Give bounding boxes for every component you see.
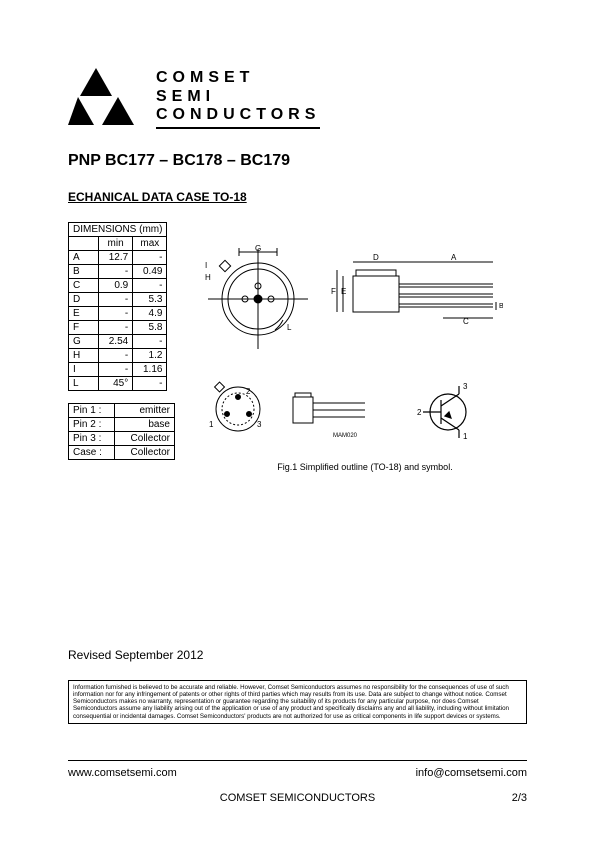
svg-text:E: E	[341, 287, 346, 296]
footer-email: info@comsetsemi.com	[416, 767, 527, 779]
svg-text:I: I	[205, 261, 207, 270]
svg-text:A: A	[451, 253, 457, 262]
disclaimer: Information furnished is believed to be …	[68, 680, 527, 724]
brand-line-2: SEMI	[156, 88, 320, 106]
svg-text:D: D	[373, 253, 379, 262]
svg-text:B: B	[499, 303, 503, 310]
svg-text:G: G	[255, 244, 261, 253]
col-max: max	[133, 237, 167, 251]
pinout-symbol-icon: 2 1 3 MAM020	[203, 379, 503, 449]
table-row: L45°-	[69, 377, 167, 391]
table-row: D-5.3	[69, 293, 167, 307]
dimensions-header: DIMENSIONS (mm)	[69, 223, 167, 237]
table-row: G2.54-	[69, 335, 167, 349]
table-row: B-0.49	[69, 265, 167, 279]
col-min: min	[99, 237, 133, 251]
svg-text:3: 3	[463, 382, 468, 391]
footer-url: www.comsetsemi.com	[68, 767, 177, 779]
table-row: Pin 3 :Collector	[69, 432, 175, 446]
svg-text:3: 3	[257, 420, 262, 429]
table-row: Case :Collector	[69, 446, 175, 460]
svg-text:F: F	[331, 287, 336, 296]
header: COMSET SEMI CONDUCTORS	[68, 68, 527, 130]
svg-text:C: C	[463, 317, 469, 326]
page-number: 2/3	[512, 792, 527, 804]
pins-table: Pin 1 :emitterPin 2 :basePin 3 :Collecto…	[68, 403, 175, 460]
svg-text:L: L	[287, 323, 292, 332]
package-diagrams: G I H L	[203, 222, 527, 472]
table-row: F-5.8	[69, 321, 167, 335]
figure-caption: Fig.1 Simplified outline (TO-18) and sym…	[203, 462, 527, 472]
svg-text:2: 2	[417, 408, 422, 417]
brand-logo-text: COMSET SEMI CONDUCTORS	[156, 69, 320, 128]
table-row: I-1.16	[69, 363, 167, 377]
svg-text:MAM020: MAM020	[333, 433, 358, 439]
svg-text:1: 1	[463, 432, 468, 441]
table-row: C0.9-	[69, 279, 167, 293]
svg-text:1: 1	[209, 420, 214, 429]
table-row: A12.7-	[69, 251, 167, 265]
table-row: H-1.2	[69, 349, 167, 363]
brand-line-3: CONDUCTORS	[156, 106, 320, 124]
dimensions-table: DIMENSIONS (mm) min max A12.7-B-0.49C0.9…	[68, 222, 167, 391]
svg-text:2: 2	[246, 387, 251, 396]
page-title: PNP BC177 – BC178 – BC179	[68, 152, 527, 170]
brand-line-1: COMSET	[156, 69, 320, 87]
footer-company: COMSET SEMICONDUCTORS	[0, 792, 595, 804]
section-title: ECHANICAL DATA CASE TO-18	[68, 190, 527, 204]
table-row: Pin 2 :base	[69, 418, 175, 432]
table-row: E-4.9	[69, 307, 167, 321]
outline-top-side-icon: G I H L	[203, 244, 503, 374]
svg-text:H: H	[205, 273, 211, 282]
brand-logo-icon	[68, 68, 138, 130]
revised-date: Revised September 2012	[68, 648, 203, 662]
table-row: Pin 1 :emitter	[69, 404, 175, 418]
